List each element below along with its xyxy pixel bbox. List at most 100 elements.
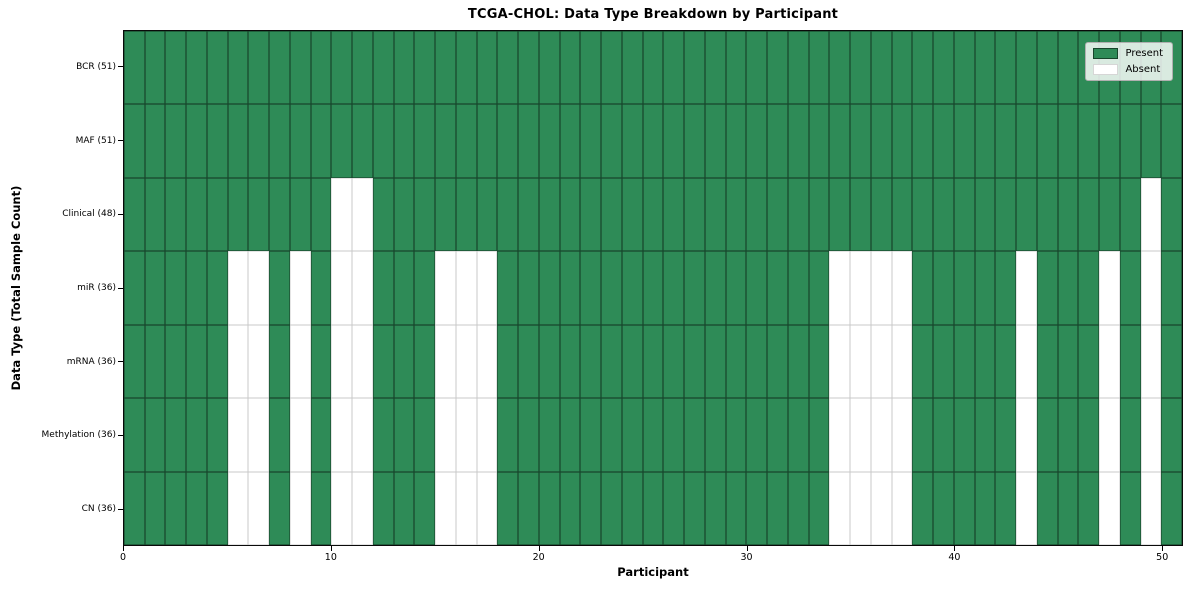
matrix-cell xyxy=(1140,177,1162,252)
y-tick-label: CN (36) xyxy=(81,504,116,515)
matrix-cell xyxy=(912,251,934,325)
matrix-cell xyxy=(746,324,768,399)
matrix-cell xyxy=(974,471,996,545)
matrix-cell xyxy=(559,104,581,178)
matrix-cell xyxy=(497,471,519,545)
matrix-cell xyxy=(663,471,685,545)
matrix-cell xyxy=(912,177,934,252)
matrix-cell xyxy=(912,104,934,178)
matrix-cell xyxy=(559,471,581,545)
matrix-cell xyxy=(289,251,311,325)
matrix-cell xyxy=(393,324,415,399)
matrix-cell xyxy=(165,398,187,472)
matrix-cell xyxy=(891,31,913,105)
matrix-cell xyxy=(144,104,166,178)
matrix-cell xyxy=(808,398,830,472)
legend-item-present: Present xyxy=(1093,48,1163,59)
matrix-cell xyxy=(601,31,622,105)
matrix-cell xyxy=(227,177,249,252)
matrix-cell xyxy=(933,324,954,399)
matrix-cell xyxy=(144,177,166,252)
matrix-cell xyxy=(953,104,975,178)
matrix-cell xyxy=(186,398,207,472)
absent-swatch xyxy=(1093,64,1119,75)
matrix-cell xyxy=(165,251,187,325)
matrix-cell xyxy=(352,104,373,178)
matrix-cell xyxy=(1140,104,1162,178)
matrix-cell xyxy=(746,398,768,472)
matrix-cell xyxy=(953,177,975,252)
matrix-cell xyxy=(455,324,477,399)
matrix-cell xyxy=(580,104,602,178)
matrix-cell xyxy=(725,398,747,472)
matrix-cell xyxy=(331,251,353,325)
x-tick-mark xyxy=(538,546,540,551)
matrix-cell xyxy=(310,177,332,252)
matrix-cell xyxy=(746,104,768,178)
matrix-cell xyxy=(725,251,747,325)
matrix-cell xyxy=(1161,398,1182,472)
matrix-cell xyxy=(621,177,643,252)
matrix-cell xyxy=(808,251,830,325)
matrix-cell xyxy=(829,177,851,252)
matrix-cell xyxy=(455,398,477,472)
matrix-cell xyxy=(289,471,311,545)
matrix-cell xyxy=(165,471,187,545)
matrix-cell xyxy=(663,104,685,178)
matrix-cell xyxy=(1099,398,1120,472)
matrix-cell xyxy=(393,398,415,472)
matrix-cell xyxy=(870,324,892,399)
matrix-cell xyxy=(435,471,456,545)
matrix-cell xyxy=(684,251,705,325)
matrix-cell xyxy=(808,177,830,252)
matrix-cell xyxy=(642,251,664,325)
matrix-cell xyxy=(974,251,996,325)
matrix-cell xyxy=(704,324,726,399)
matrix-cell xyxy=(393,471,415,545)
matrix-cell xyxy=(767,251,788,325)
matrix-cell xyxy=(1119,324,1141,399)
matrix-cell xyxy=(1057,324,1079,399)
matrix-cell xyxy=(1057,471,1079,545)
matrix-cell xyxy=(725,104,747,178)
matrix-cell xyxy=(414,398,436,472)
matrix-cell xyxy=(1140,471,1162,545)
y-tick-mark xyxy=(118,213,123,215)
matrix-cell xyxy=(372,324,394,399)
matrix-cell xyxy=(331,324,353,399)
matrix-cell xyxy=(310,251,332,325)
matrix-cell xyxy=(829,324,851,399)
matrix-cell xyxy=(601,324,622,399)
matrix-cell xyxy=(310,398,332,472)
matrix-cell xyxy=(1057,31,1079,105)
matrix-cell xyxy=(435,31,456,105)
matrix-cell xyxy=(1078,177,1100,252)
matrix-cell xyxy=(331,31,353,105)
x-tick-label: 20 xyxy=(532,552,545,563)
matrix-cell xyxy=(953,324,975,399)
matrix-cell xyxy=(206,104,228,178)
matrix-cell xyxy=(746,471,768,545)
matrix-cell xyxy=(787,251,809,325)
matrix-cell xyxy=(1036,471,1058,545)
matrix-cell xyxy=(331,104,353,178)
matrix-cell xyxy=(787,324,809,399)
matrix-cell xyxy=(206,324,228,399)
matrix-cell xyxy=(891,177,913,252)
matrix-cell xyxy=(829,251,851,325)
matrix-cell xyxy=(704,398,726,472)
matrix-cell xyxy=(497,177,519,252)
matrix-cell xyxy=(953,471,975,545)
matrix-cell xyxy=(414,251,436,325)
matrix-cell xyxy=(1099,104,1120,178)
matrix-cell xyxy=(601,471,622,545)
matrix-cell xyxy=(269,471,290,545)
matrix-cell xyxy=(206,31,228,105)
matrix-cell xyxy=(1161,251,1182,325)
matrix-cell xyxy=(642,31,664,105)
matrix-cell xyxy=(746,251,768,325)
matrix-cell xyxy=(850,324,871,399)
matrix-cell xyxy=(870,471,892,545)
matrix-cell xyxy=(642,398,664,472)
matrix-cell xyxy=(746,177,768,252)
